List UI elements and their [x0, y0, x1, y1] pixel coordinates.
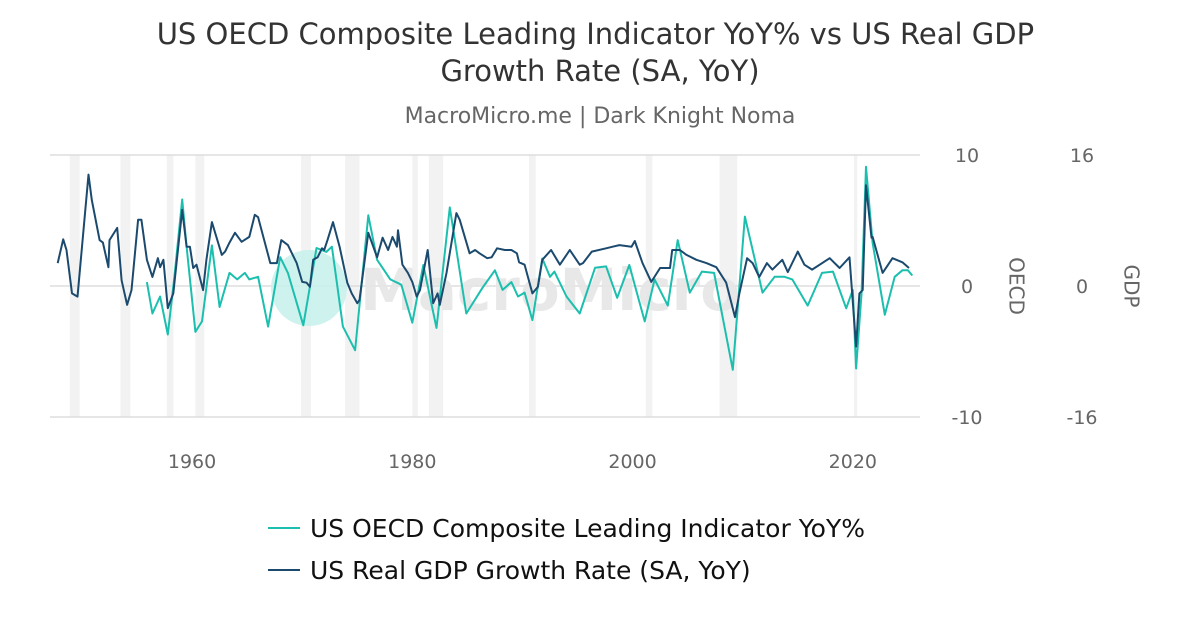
- y-tick-label-gdp: 0: [1076, 276, 1088, 298]
- chart-title-line-1: US OECD Composite Leading Indicator YoY%…: [157, 17, 1034, 51]
- x-tick-label: 1960: [168, 451, 216, 473]
- gridlines: [50, 154, 920, 418]
- series-lines: [56, 165, 914, 371]
- y-tick-label-oecd: -10: [951, 407, 982, 429]
- legend-label: US OECD Composite Leading Indicator YoY%: [310, 514, 865, 543]
- series-line-gdp: [56, 173, 910, 348]
- chart-title-line-2: Growth Rate (SA, YoY): [440, 54, 759, 88]
- legend-item[interactable]: US Real GDP Growth Rate (SA, YoY): [268, 556, 751, 585]
- x-tick-label: 2000: [608, 451, 656, 473]
- x-tick-label: 1980: [388, 451, 436, 473]
- y-tick-label-oecd: 0: [961, 276, 973, 298]
- chart-title: US OECD Composite Leading Indicator YoY%…: [157, 17, 1044, 88]
- y-tick-label-oecd: 10: [955, 145, 979, 167]
- chart-subtitle: MacroMicro.me | Dark Knight Noma: [405, 104, 796, 129]
- series-line-oecd: [145, 165, 914, 371]
- legend: US OECD Composite Leading Indicator YoY%…: [268, 514, 865, 585]
- x-tick-label: 2020: [829, 451, 877, 473]
- x-axis-ticks: 1960 1980 2000 2020: [168, 451, 877, 473]
- y-axis-title-gdp: GDP: [1120, 265, 1144, 308]
- legend-label: US Real GDP Growth Rate (SA, YoY): [310, 556, 751, 585]
- legend-item[interactable]: US OECD Composite Leading Indicator YoY%: [268, 514, 865, 543]
- y-tick-label-gdp: -16: [1066, 407, 1097, 429]
- y-axis-ticks: 10 0 -10 OECD 16 0 -16 GDP: [951, 145, 1143, 429]
- y-tick-label-gdp: 16: [1070, 145, 1094, 167]
- y-axis-title-oecd: OECD: [1005, 257, 1029, 315]
